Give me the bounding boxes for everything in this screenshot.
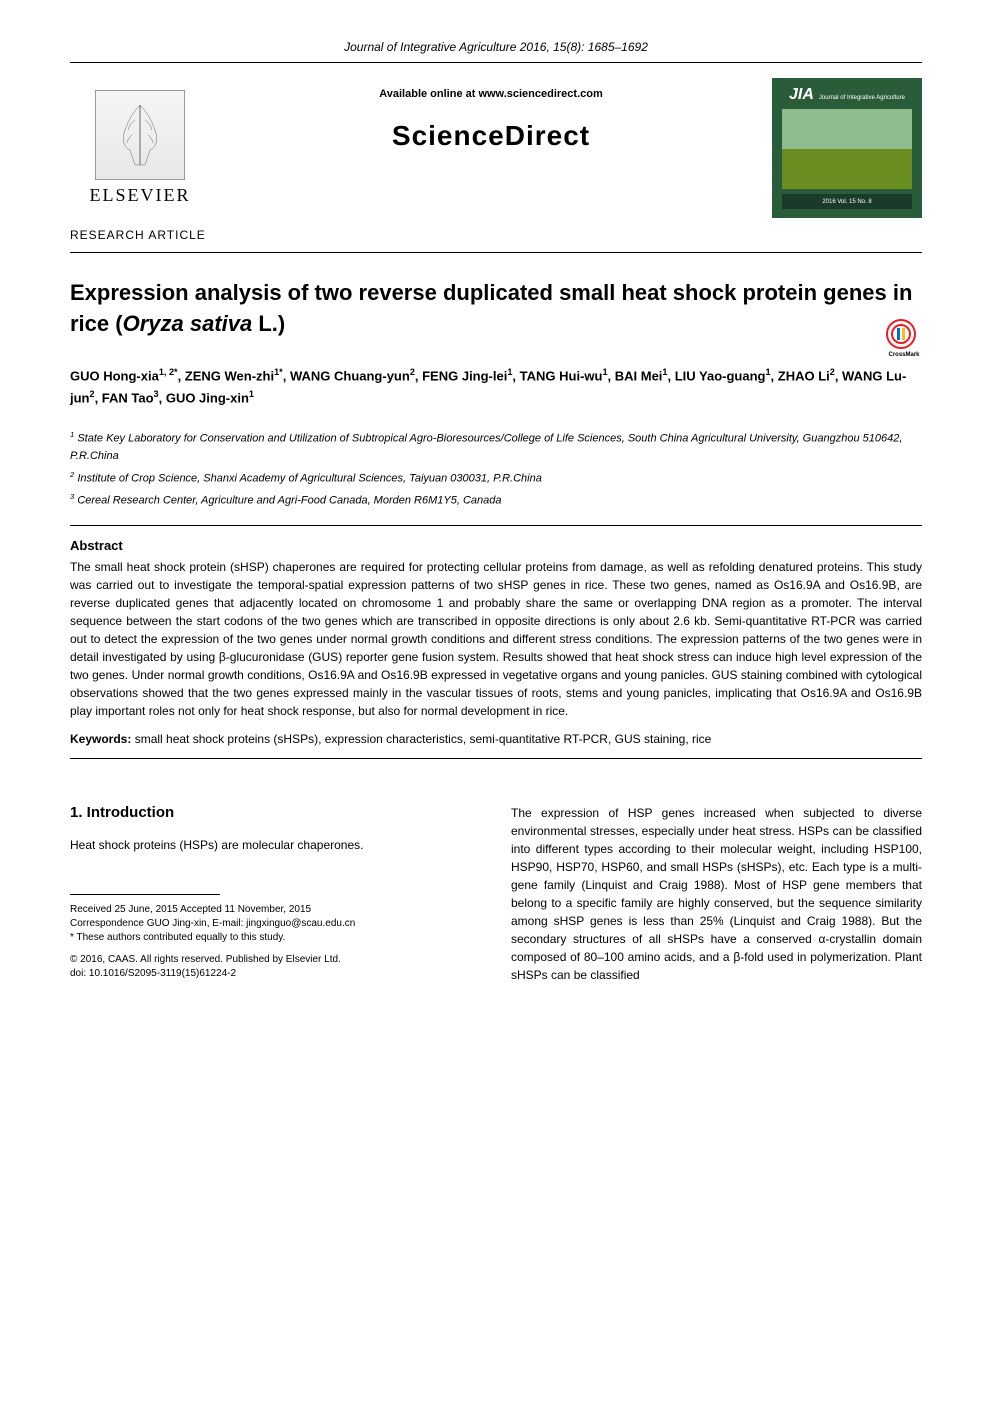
journal-citation: Journal of Integrative Agriculture 2016,… xyxy=(70,40,922,54)
intro-right-column: The expression of HSP genes increased wh… xyxy=(511,804,922,984)
keywords: Keywords: small heat shock proteins (sHS… xyxy=(70,732,922,746)
available-online-text: Available online at www.sciencedirect.co… xyxy=(210,88,772,100)
article-title: Expression analysis of two reverse dupli… xyxy=(70,278,922,340)
intro-left-text: Heat shock proteins (HSPs) are molecular… xyxy=(70,836,481,854)
abstract-bottom-divider xyxy=(70,758,922,759)
affiliation-2: 2 Institute of Crop Science, Shanxi Acad… xyxy=(70,469,922,488)
abstract-top-divider xyxy=(70,525,922,526)
author-7: , LIU Yao-guang xyxy=(667,368,765,383)
affiliation-3: 3 Cereal Research Center, Agriculture an… xyxy=(70,491,922,510)
jia-journal-cover: JIA Journal of Integrative Agriculture 2… xyxy=(772,78,922,218)
intro-section: 1. Introduction Heat shock proteins (HSP… xyxy=(70,804,922,984)
elsevier-text: ELSEVIER xyxy=(90,185,191,206)
crossmark-badge[interactable]: CrossMark xyxy=(886,319,922,355)
author-8: , ZHAO Li xyxy=(771,368,830,383)
author-5: , TANG Hui-wu xyxy=(512,368,602,383)
elsevier-logo: ELSEVIER xyxy=(70,78,210,218)
aff1-text: State Key Laboratory for Conservation an… xyxy=(70,433,902,463)
title-species: Oryza sativa xyxy=(123,311,253,336)
crossmark-icon xyxy=(886,319,916,349)
footer-equal-contrib: * These authors contributed equally to t… xyxy=(70,931,481,945)
title-part2: L.) xyxy=(252,311,285,336)
abstract-heading: Abstract xyxy=(70,538,922,553)
author-11-sup: 1 xyxy=(249,389,254,399)
author-6: , BAI Mei xyxy=(608,368,663,383)
footer-doi: doi: 10.1016/S2095-3119(15)61224-2 xyxy=(70,967,481,981)
author-2: , ZENG Wen-zhi xyxy=(178,368,275,383)
article-type-label: RESEARCH ARTICLE xyxy=(70,228,922,242)
affiliations: 1 State Key Laboratory for Conservation … xyxy=(70,429,922,510)
keywords-text: small heat shock proteins (sHSPs), expre… xyxy=(131,732,711,746)
keywords-label: Keywords: xyxy=(70,732,131,746)
author-2-sup: 1* xyxy=(274,367,283,377)
aff3-text: Cereal Research Center, Agriculture and … xyxy=(74,495,501,507)
author-1: GUO Hong-xia xyxy=(70,368,159,383)
jia-label: JIA xyxy=(789,86,814,104)
center-header: Available online at www.sciencedirect.co… xyxy=(210,78,772,152)
jia-cover-image xyxy=(782,109,912,189)
sciencedirect-title: ScienceDirect xyxy=(210,120,772,152)
footer-copyright: © 2016, CAAS. All rights reserved. Publi… xyxy=(70,953,481,967)
intro-right-text: The expression of HSP genes increased wh… xyxy=(511,804,922,984)
abstract-text: The small heat shock protein (sHSP) chap… xyxy=(70,558,922,720)
intro-left-column: 1. Introduction Heat shock proteins (HSP… xyxy=(70,804,481,984)
intro-heading: 1. Introduction xyxy=(70,804,481,821)
jia-subtitle: Journal of Integrative Agriculture xyxy=(819,95,905,101)
affiliation-1: 1 State Key Laboratory for Conservation … xyxy=(70,429,922,466)
author-4: , FENG Jing-lei xyxy=(415,368,507,383)
footer-divider xyxy=(70,894,220,895)
crossmark-label: CrossMark xyxy=(886,351,922,359)
header-row: ELSEVIER Available online at www.science… xyxy=(70,78,922,218)
author-11: , GUO Jing-xin xyxy=(159,390,249,405)
footer-received: Received 25 June, 2015 Accepted 11 Novem… xyxy=(70,903,481,917)
author-10: , FAN Tao xyxy=(95,390,154,405)
mid-divider xyxy=(70,252,922,253)
tree-svg xyxy=(100,95,180,175)
jia-volume-info: 2016 Vol. 15 No. 8 xyxy=(782,194,912,209)
authors-list: GUO Hong-xia1, 2*, ZENG Wen-zhi1*, WANG … xyxy=(70,365,922,409)
author-1-sup: 1, 2* xyxy=(159,367,178,377)
elsevier-tree-icon xyxy=(95,90,185,180)
top-divider xyxy=(70,62,922,63)
author-3: , WANG Chuang-yun xyxy=(283,368,410,383)
aff2-text: Institute of Crop Science, Shanxi Academ… xyxy=(74,472,542,484)
footer-correspondence: Correspondence GUO Jing-xin, E-mail: jin… xyxy=(70,917,481,931)
